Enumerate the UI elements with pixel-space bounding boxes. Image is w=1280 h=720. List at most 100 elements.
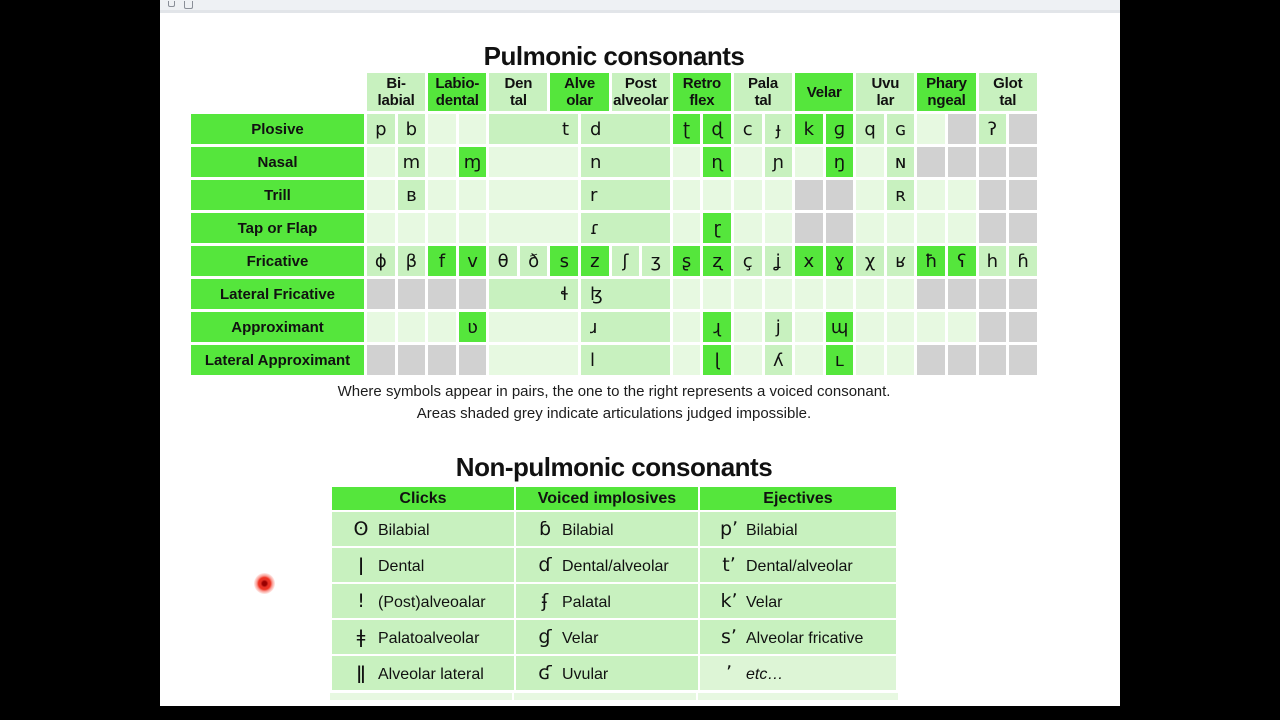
- ipa-cell: [672, 279, 701, 309]
- ipa-cell: [978, 345, 1007, 375]
- ipa-cell: j: [764, 312, 793, 342]
- partial-next-row: [330, 693, 898, 700]
- ipa-cell: p: [367, 114, 395, 144]
- ipa-symbol: sʼ: [721, 626, 737, 648]
- ipa-cell: ħ: [917, 246, 945, 276]
- ipa-cell: [489, 180, 579, 210]
- ipa-cell: θ: [489, 246, 517, 276]
- ipa-symbol: ɗ: [538, 554, 552, 576]
- column-header: Alve olar: [550, 73, 609, 111]
- place-label: Bilabial: [746, 522, 798, 539]
- ipa-cell: [795, 345, 823, 375]
- ipa-cell: [1009, 279, 1037, 309]
- place-label: Alveolar fricative: [746, 630, 864, 647]
- ipa-cell: d: [581, 114, 670, 144]
- ipa-cell: ʀ: [886, 180, 915, 210]
- table-corner: [191, 73, 364, 111]
- ipa-cell: m: [397, 147, 426, 177]
- ipa-cell: β: [397, 246, 426, 276]
- ipa-cell: ɾ: [581, 213, 670, 243]
- ipa-cell: [1009, 213, 1037, 243]
- ipa-cell: [917, 345, 945, 375]
- partial-cell: [514, 693, 696, 700]
- place-label: Uvular: [562, 666, 609, 683]
- ipa-cell: [886, 312, 915, 342]
- ipa-cell: [672, 213, 701, 243]
- np-cell: ɠ Velar: [516, 620, 698, 654]
- ipa-cell: [489, 147, 579, 177]
- ipa-cell: [1009, 312, 1037, 342]
- ipa-symbol: pʼ: [719, 518, 739, 540]
- toolbar-icon[interactable]: [168, 1, 175, 7]
- ipa-cell: [795, 312, 823, 342]
- ipa-cell: [978, 279, 1007, 309]
- ipa-cell: [947, 114, 976, 144]
- ipa-cell: ɸ: [367, 246, 395, 276]
- ipa-cell: [428, 213, 456, 243]
- ipa-cell: [428, 180, 456, 210]
- ipa-cell: [733, 345, 762, 375]
- ipa-cell: [856, 345, 884, 375]
- ipa-cell: ʟ: [825, 345, 854, 375]
- ipa-cell: q: [856, 114, 884, 144]
- np-cell: pʼ Bilabial: [700, 512, 896, 546]
- ipa-cell: ɮ: [581, 279, 670, 309]
- ipa-cell: [458, 345, 487, 375]
- column-header: Retro flex: [672, 73, 731, 111]
- ipa-cell: [917, 279, 945, 309]
- ipa-symbol: ʛ: [538, 662, 552, 684]
- ipa-cell: ʝ: [764, 246, 793, 276]
- ipa-cell: [458, 180, 487, 210]
- ipa-cell: ʃ: [611, 246, 640, 276]
- ipa-cell: [367, 279, 395, 309]
- pulmonic-consonants-table: Bi- labial Labio- dental Den tal Alve olar P…: [188, 70, 1040, 378]
- ipa-cell: [886, 345, 915, 375]
- ipa-cell: ç: [733, 246, 762, 276]
- ipa-cell: [397, 312, 426, 342]
- ipa-cell: [733, 279, 762, 309]
- partial-cell: [698, 693, 898, 700]
- nonpulmonic-consonants-table: Clicks Voiced implosives Ejectives ʘ Bilabia…: [330, 485, 898, 692]
- np-cell: ǀ Dental: [332, 548, 514, 582]
- ipa-cell: [795, 279, 823, 309]
- ipa-cell: ɡ: [825, 114, 854, 144]
- np-cell: kʼ Velar: [700, 584, 896, 618]
- np-cell: ʼ etc…: [700, 656, 896, 690]
- click-indicator-cursor: [254, 573, 275, 594]
- ipa-cell: [795, 180, 823, 210]
- ipa-cell: [947, 345, 976, 375]
- ipa-cell: [947, 147, 976, 177]
- column-header: Post alveolar: [611, 73, 670, 111]
- np-column-header: Clicks: [332, 487, 514, 510]
- column-header: Bi- labial: [367, 73, 426, 111]
- column-header: Phary ngeal: [917, 73, 976, 111]
- np-cell: ǁ Alveolar lateral: [332, 656, 514, 690]
- note-voiced-pairs: Where symbols appear in pairs, the one t…: [337, 383, 891, 400]
- ipa-cell: ʐ: [703, 246, 731, 276]
- ipa-cell: [428, 147, 456, 177]
- ipa-cell: ŋ: [825, 147, 854, 177]
- place-label: Bilabial: [562, 522, 614, 539]
- ipa-cell: [1009, 114, 1037, 144]
- ipa-cell: h: [978, 246, 1007, 276]
- ipa-cell: [978, 147, 1007, 177]
- ipa-cell: [917, 312, 945, 342]
- ipa-cell: [428, 345, 456, 375]
- ipa-cell: l: [581, 345, 670, 375]
- ipa-cell: r: [581, 180, 670, 210]
- row-header: Approximant: [191, 312, 364, 342]
- column-header: Pala tal: [733, 73, 793, 111]
- ipa-cell: [1009, 180, 1037, 210]
- ipa-cell: [1009, 147, 1037, 177]
- ipa-cell: v: [458, 246, 487, 276]
- ipa-cell: ɽ: [703, 213, 731, 243]
- ipa-cell: [886, 213, 915, 243]
- ipa-cell: [428, 279, 456, 309]
- column-header: Labio- dental: [428, 73, 487, 111]
- ipa-cell: s: [550, 246, 579, 276]
- place-label: Velar: [562, 630, 599, 647]
- ipa-cell: [489, 213, 579, 243]
- ipa-cell: ɳ: [703, 147, 731, 177]
- toolbar-icon[interactable]: [184, 1, 193, 9]
- row-header: Tap or Flap: [191, 213, 364, 243]
